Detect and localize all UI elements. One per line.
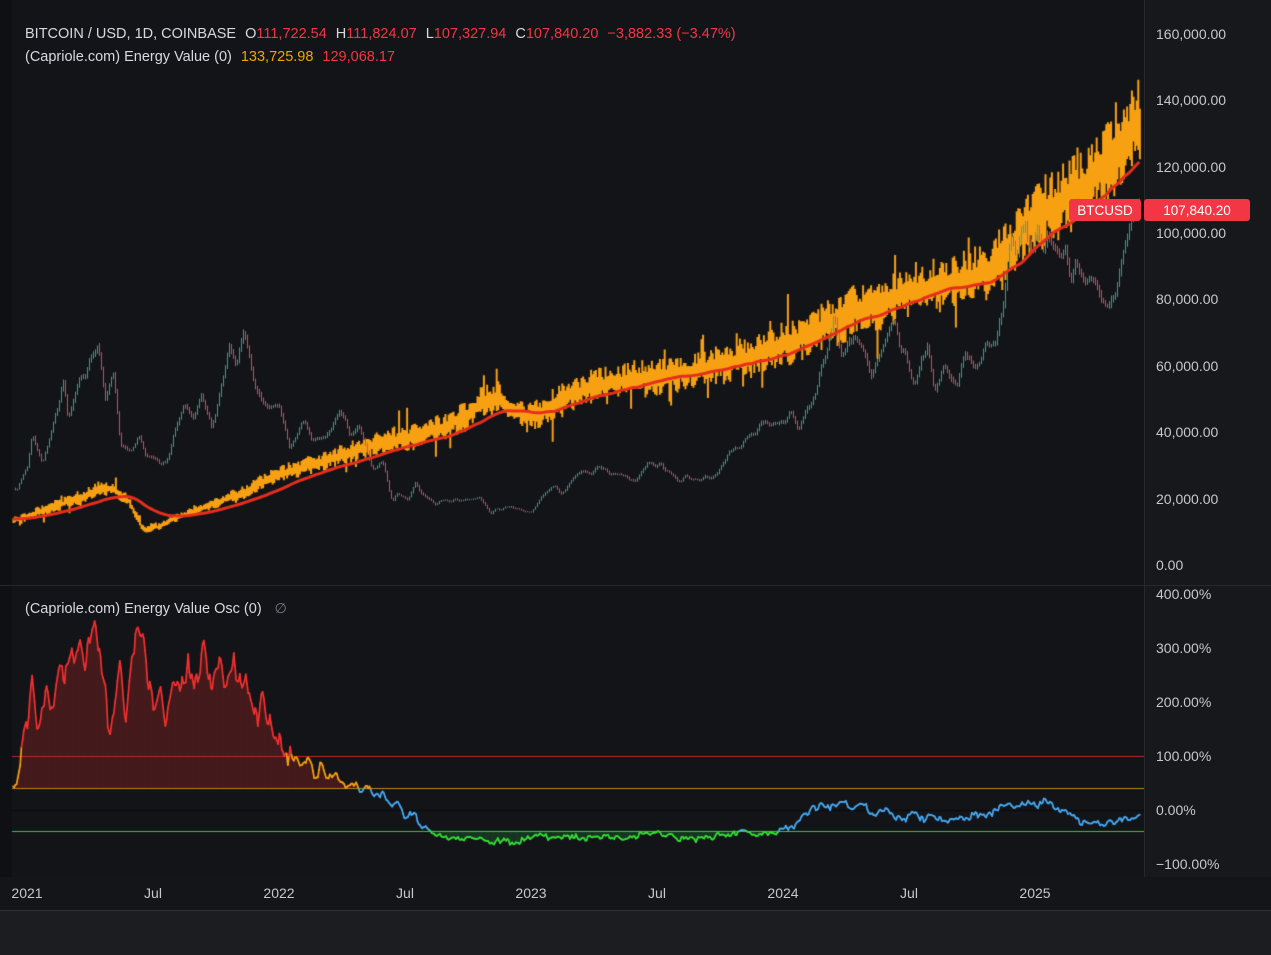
close-value: C 107,840.20 (515, 26, 599, 42)
osc-axis-label: 400.00% (1156, 586, 1212, 602)
price-axis-label: 160,000.00 (1156, 25, 1227, 42)
panel-divider[interactable] (0, 585, 1271, 586)
empty-set-icon: ∅ (274, 600, 287, 616)
time-axis-label: Jul (396, 885, 414, 901)
last-price-label: 107,840.20 (1144, 199, 1250, 221)
last-price-text: 107,840.20 (1163, 202, 1231, 218)
osc-axis-label: −100.00% (1156, 856, 1220, 872)
price-scale-border (1144, 0, 1145, 877)
osc-axis-label: 200.00% (1156, 694, 1212, 710)
indicator-energy-ma-value: 129,068.17 (322, 49, 395, 65)
time-axis-label: Jul (648, 885, 666, 901)
symbol-price-flag: BTCUSD (1069, 199, 1141, 221)
price-axis-label: 100,000.00 (1156, 225, 1227, 241)
time-axis-label: 2023 (515, 885, 547, 901)
time-axis-label: Jul (900, 885, 918, 901)
price-axis-label: 80,000.00 (1156, 291, 1219, 308)
indicator-energy-value: 133,725.98 (240, 49, 314, 65)
time-axis-label: Jul (144, 885, 162, 901)
indicator-legend[interactable]: (Capriole.com) Energy Value (0) 133,725.… (25, 49, 395, 65)
price-axis-label: 140,000.00 (1156, 92, 1227, 109)
symbol-legend[interactable]: BITCOIN / USD, 1D, COINBASE O 111,722.54 … (25, 26, 736, 42)
low-value: L 107,327.94 (425, 26, 507, 42)
price-axis-label: 120,000.00 (1156, 158, 1227, 175)
symbol-flag-text: BTCUSD (1077, 202, 1133, 218)
open-value: O 111,722.54 (245, 26, 327, 42)
indicator-title: (Capriole.com) Energy Value (0) (25, 49, 232, 65)
high-value: H 111,824.07 (335, 26, 417, 42)
price-axis-label: 20,000.00 (1156, 490, 1219, 507)
price-axis-label: 40,000.00 (1156, 424, 1219, 441)
time-axis-label: 2022 (263, 885, 295, 901)
price-scale[interactable] (1144, 0, 1271, 877)
oscillator-chart[interactable] (0, 585, 1144, 877)
time-axis-label: 2024 (767, 885, 799, 901)
osc-axis-label: 100.00% (1156, 748, 1212, 764)
main-price-chart[interactable] (0, 0, 1144, 585)
osc-axis-label: 0.00% (1156, 802, 1196, 818)
osc-axis-label: 300.00% (1156, 640, 1212, 656)
symbol-title: BITCOIN / USD, 1D, COINBASE (25, 26, 237, 42)
time-axis-label: 2021 (11, 885, 43, 901)
time-scale[interactable]: 2021 Jul 2022 Jul 2023 Jul 2024 Jul 2025 (0, 877, 1271, 910)
price-axis-label: 60,000.00 (1156, 357, 1219, 374)
price-axis-label: 0.00 (1156, 557, 1184, 573)
oscillator-title: (Capriole.com) Energy Value Osc (0) (25, 600, 262, 617)
time-axis-label: 2025 (1019, 885, 1051, 901)
bottom-toolbar: TradingView (0, 910, 1271, 955)
oscillator-legend[interactable]: (Capriole.com) Energy Value Osc (0) ∅ (25, 600, 287, 617)
change-value: −3,882.33 (−3.47%) (607, 26, 736, 42)
